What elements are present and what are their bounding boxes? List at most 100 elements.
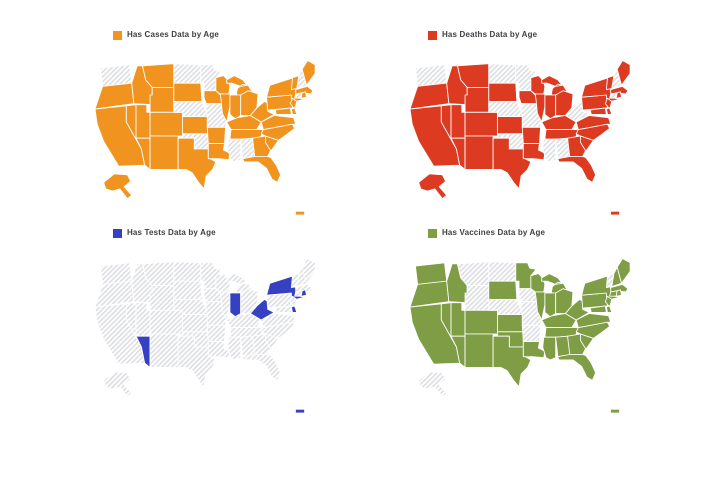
state-ak <box>418 371 448 398</box>
state-va <box>260 313 297 328</box>
state-az <box>135 335 151 368</box>
state-wa <box>414 64 448 87</box>
state-sd <box>173 82 203 102</box>
state-ut <box>450 104 466 139</box>
state-sd <box>488 280 518 300</box>
state-la <box>522 341 546 359</box>
state-ut <box>135 104 151 139</box>
state-ar <box>521 126 542 144</box>
state-fl <box>242 156 282 183</box>
deaths-legend-swatch <box>428 30 437 40</box>
state-ks <box>496 116 524 135</box>
state-nd <box>488 261 517 282</box>
state-de <box>290 107 298 115</box>
state-or <box>409 280 450 308</box>
state-fl <box>557 156 597 183</box>
state-ms <box>227 138 242 163</box>
state-ks <box>181 314 209 333</box>
state-ks <box>496 314 524 333</box>
state-nm <box>464 135 494 170</box>
state-wa <box>99 262 133 285</box>
state-ak <box>103 371 133 398</box>
state-md <box>589 305 607 313</box>
state-nd <box>488 63 517 84</box>
state-nc <box>260 123 296 141</box>
state-sd <box>173 280 203 300</box>
state-wy <box>464 285 490 311</box>
state-ri <box>300 289 307 297</box>
state-wi <box>530 75 546 95</box>
vaccines-map-panel: Has Vaccines Data by Age <box>400 228 645 416</box>
state-tx <box>177 137 217 190</box>
state-az <box>135 137 151 170</box>
cases-map-panel: Has Cases Data by Age <box>85 30 330 218</box>
state-wa <box>414 262 448 285</box>
state-ms <box>542 336 557 361</box>
state-me <box>616 258 631 284</box>
cases-legend-label: Has Cases Data by Age <box>127 30 219 39</box>
vaccines-legend: Has Vaccines Data by Age <box>428 228 645 238</box>
state-co <box>464 309 498 335</box>
state-me <box>301 60 316 86</box>
state-la <box>522 143 546 161</box>
tests-legend-swatch <box>113 228 122 238</box>
state-md <box>589 107 607 115</box>
state-fl <box>557 354 597 381</box>
state-tx <box>492 137 532 190</box>
state-ks <box>181 116 209 135</box>
state-hi <box>295 211 305 215</box>
us-map-deaths <box>409 60 631 215</box>
state-de <box>290 305 298 313</box>
state-nc <box>575 123 611 141</box>
tests-legend-label: Has Tests Data by Age <box>127 228 216 237</box>
state-fl <box>242 354 282 381</box>
state-va <box>575 313 612 328</box>
state-nm <box>464 333 494 368</box>
state-in <box>229 292 242 318</box>
us-map-cases <box>94 60 316 215</box>
state-ar <box>206 324 227 342</box>
state-wa <box>99 64 133 87</box>
state-in <box>544 292 557 318</box>
state-az <box>450 137 466 170</box>
vaccines-legend-label: Has Vaccines Data by Age <box>442 228 546 237</box>
cases-legend-swatch <box>113 30 122 40</box>
state-wi <box>215 273 231 293</box>
state-hi <box>295 409 305 413</box>
us-map-vaccines <box>409 258 631 413</box>
cases-legend: Has Cases Data by Age <box>113 30 330 40</box>
state-ut <box>450 302 466 337</box>
state-in <box>229 94 242 120</box>
state-ar <box>206 126 227 144</box>
state-ar <box>521 324 542 342</box>
deaths-legend: Has Deaths Data by Age <box>428 30 645 40</box>
state-hi <box>610 409 620 413</box>
state-nm <box>149 333 179 368</box>
state-ri <box>615 289 622 297</box>
state-in <box>544 94 557 120</box>
state-wi <box>530 273 546 293</box>
state-ri <box>615 91 622 99</box>
state-md <box>274 107 292 115</box>
state-nc <box>575 321 611 339</box>
state-nc <box>260 321 296 339</box>
state-ri <box>300 91 307 99</box>
state-hi <box>610 211 620 215</box>
state-wi <box>215 75 231 95</box>
us-map-tests <box>94 258 316 413</box>
deaths-map-panel: Has Deaths Data by Age <box>400 30 645 218</box>
state-wy <box>464 87 490 113</box>
tests-legend: Has Tests Data by Age <box>113 228 330 238</box>
state-me <box>616 60 631 86</box>
state-wy <box>149 285 175 311</box>
state-md <box>274 305 292 313</box>
vaccines-legend-swatch <box>428 228 437 238</box>
state-ms <box>227 336 242 361</box>
state-ms <box>542 138 557 163</box>
tests-map-panel: Has Tests Data by Age <box>85 228 330 416</box>
state-la <box>207 143 231 161</box>
state-az <box>450 335 466 368</box>
state-de <box>605 107 613 115</box>
state-nd <box>173 261 202 282</box>
